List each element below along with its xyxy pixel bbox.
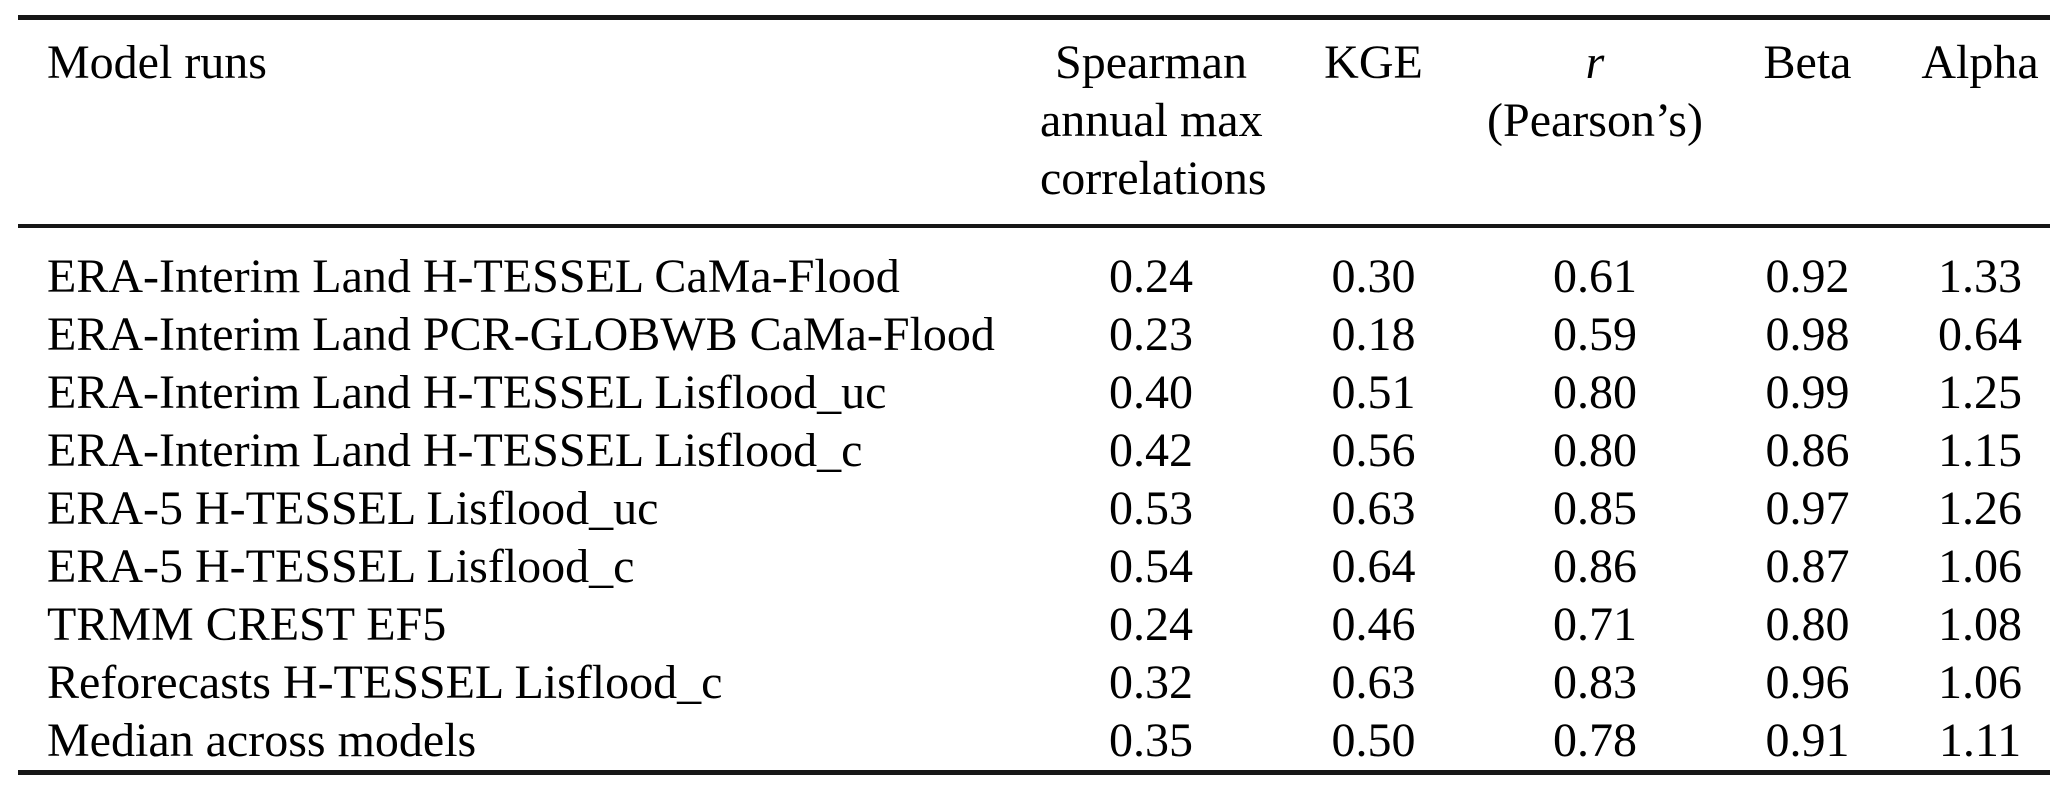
model-name-cell: Reforecasts H-TESSEL Lisflood_c — [47, 656, 723, 709]
kge-cell: 0.46 — [1331, 598, 1416, 651]
beta-cell: 0.86 — [1765, 424, 1850, 477]
beta-cell: 0.97 — [1765, 482, 1850, 535]
alpha-cell: 1.25 — [1938, 366, 2022, 419]
kge-cell: 0.30 — [1331, 250, 1416, 303]
alpha-cell: 1.33 — [1938, 250, 2022, 303]
header-spearman-line2: annual max — [1040, 94, 1263, 147]
beta-cell: 0.80 — [1765, 598, 1850, 651]
model-name-cell: Median across models — [47, 714, 477, 767]
table-row: ERA-Interim Land H-TESSEL Lisflood_uc 0.… — [18, 364, 2050, 422]
pearson-r-cell: 0.59 — [1553, 308, 1637, 361]
header-spearman: Spearman annual max correlations — [1040, 17, 1267, 228]
table-row: ERA-Interim Land H-TESSEL Lisflood_c 0.4… — [18, 422, 2050, 480]
spearman-cell: 0.23 — [1109, 308, 1193, 361]
table-body: ERA-Interim Land H-TESSEL CaMa-Flood 0.2… — [18, 226, 2050, 773]
header-row: Model runs Spearman annual max correlati… — [18, 17, 2050, 228]
pearson-r-cell: 0.71 — [1553, 598, 1637, 651]
model-name-cell: ERA-Interim Land H-TESSEL CaMa-Flood — [47, 250, 900, 303]
header-kge: KGE — [1262, 17, 1485, 228]
table-row: Median across models 0.35 0.50 0.78 0.91… — [18, 712, 2050, 773]
kge-cell: 0.64 — [1331, 540, 1416, 593]
spearman-cell: 0.32 — [1109, 656, 1193, 709]
header-spearman-line3: correlations — [1040, 152, 1267, 205]
header-r-symbol: r — [1585, 36, 1605, 89]
model-statistics-table: Model runs Spearman annual max correlati… — [18, 15, 2050, 775]
beta-cell: 0.96 — [1765, 656, 1850, 709]
beta-cell: 0.87 — [1765, 540, 1850, 593]
model-name-cell: ERA-Interim Land H-TESSEL Lisflood_c — [47, 424, 863, 477]
spearman-cell: 0.35 — [1109, 714, 1193, 767]
kge-cell: 0.63 — [1331, 656, 1416, 709]
alpha-cell: 1.15 — [1938, 424, 2022, 477]
kge-cell: 0.18 — [1331, 308, 1416, 361]
spearman-cell: 0.54 — [1109, 540, 1193, 593]
header-model-runs: Model runs — [18, 17, 1040, 228]
pearson-r-cell: 0.80 — [1553, 424, 1637, 477]
header-spearman-line1: Spearman — [1055, 36, 1247, 89]
pearson-r-cell: 0.61 — [1553, 250, 1637, 303]
spearman-cell: 0.40 — [1109, 366, 1193, 419]
alpha-cell: 1.11 — [1938, 714, 2022, 767]
header-r-pearsons: r (Pearson’s) — [1485, 17, 1705, 228]
model-name-cell: TRMM CREST EF5 — [47, 598, 447, 651]
spearman-cell: 0.53 — [1109, 482, 1193, 535]
alpha-cell: 1.06 — [1938, 540, 2022, 593]
beta-cell: 0.92 — [1765, 250, 1850, 303]
alpha-cell: 1.06 — [1938, 656, 2022, 709]
table-row: TRMM CREST EF5 0.24 0.46 0.71 0.80 1.08 — [18, 596, 2050, 654]
table-row: ERA-5 H-TESSEL Lisflood_uc 0.53 0.63 0.8… — [18, 480, 2050, 538]
table-row: ERA-Interim Land PCR-GLOBWB CaMa-Flood 0… — [18, 306, 2050, 364]
table-header: Model runs Spearman annual max correlati… — [18, 17, 2050, 228]
spearman-cell: 0.24 — [1109, 598, 1193, 651]
table-row: Reforecasts H-TESSEL Lisflood_c 0.32 0.6… — [18, 654, 2050, 712]
header-r-pearsons-label: (Pearson’s) — [1487, 94, 1703, 147]
header-beta: Beta — [1705, 17, 1910, 228]
kge-cell: 0.63 — [1331, 482, 1416, 535]
alpha-cell: 0.64 — [1938, 308, 2022, 361]
table-row: ERA-5 H-TESSEL Lisflood_c 0.54 0.64 0.86… — [18, 538, 2050, 596]
spearman-cell: 0.24 — [1109, 250, 1193, 303]
model-name-cell: ERA-Interim Land H-TESSEL Lisflood_uc — [47, 366, 887, 419]
pearson-r-cell: 0.85 — [1553, 482, 1637, 535]
beta-cell: 0.91 — [1765, 714, 1850, 767]
pearson-r-cell: 0.78 — [1553, 714, 1637, 767]
spearman-cell: 0.42 — [1109, 424, 1193, 477]
kge-cell: 0.50 — [1331, 714, 1416, 767]
alpha-cell: 1.08 — [1938, 598, 2022, 651]
beta-cell: 0.98 — [1765, 308, 1850, 361]
beta-cell: 0.99 — [1765, 366, 1850, 419]
table-row: ERA-Interim Land H-TESSEL CaMa-Flood 0.2… — [18, 226, 2050, 306]
pearson-r-cell: 0.86 — [1553, 540, 1637, 593]
model-name-cell: ERA-Interim Land PCR-GLOBWB CaMa-Flood — [47, 308, 995, 361]
kge-cell: 0.56 — [1331, 424, 1416, 477]
model-name-cell: ERA-5 H-TESSEL Lisflood_c — [47, 540, 635, 593]
alpha-cell: 1.26 — [1938, 482, 2022, 535]
pearson-r-cell: 0.83 — [1553, 656, 1637, 709]
pearson-r-cell: 0.80 — [1553, 366, 1637, 419]
header-alpha: Alpha — [1910, 17, 2050, 228]
kge-cell: 0.51 — [1331, 366, 1416, 419]
model-name-cell: ERA-5 H-TESSEL Lisflood_uc — [47, 482, 659, 535]
